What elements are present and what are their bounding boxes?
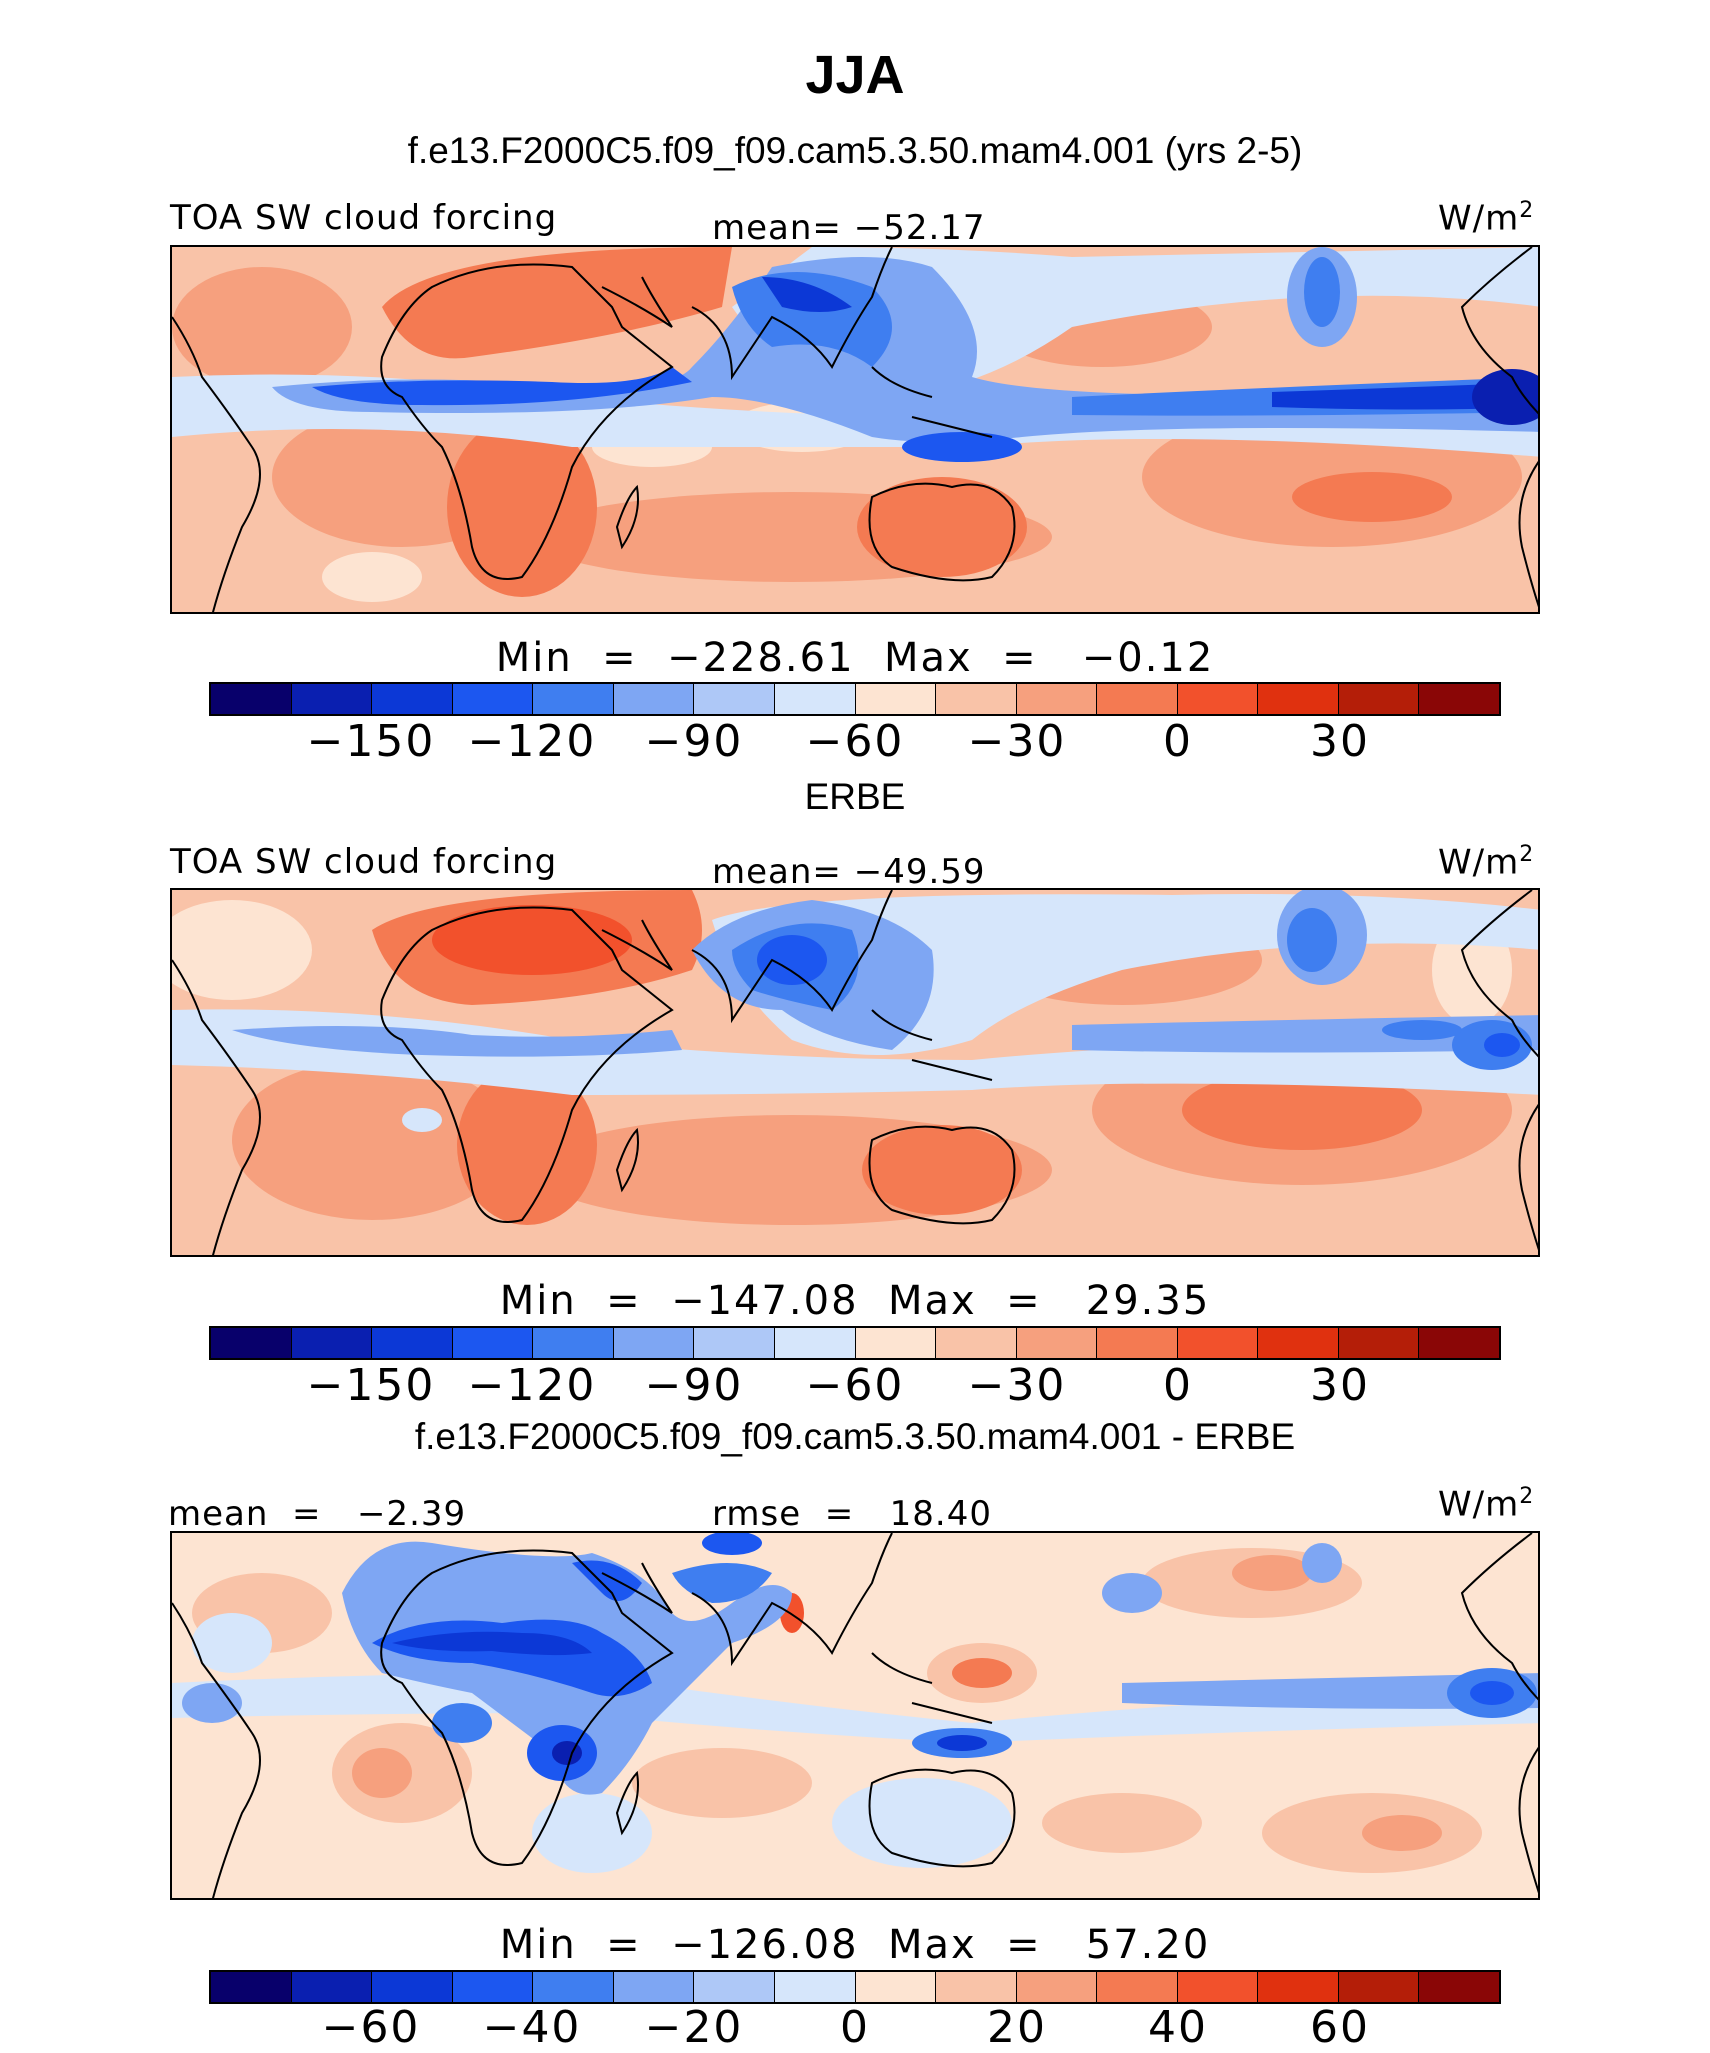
- tick-label: −60: [321, 2002, 421, 2053]
- tick-label: −120: [467, 1360, 597, 1411]
- colorbar-swatch: [774, 684, 856, 714]
- tick-label: 40: [1148, 2002, 1208, 2053]
- panel-1-map: [170, 245, 1540, 614]
- panel-3-mean-label: mean = −2.39: [168, 1494, 467, 1534]
- colorbar-swatch: [694, 684, 775, 714]
- colorbar-swatch: [533, 1972, 614, 2002]
- colorbar-swatch: [1016, 1972, 1098, 2002]
- colorbar-swatch: [1419, 1328, 1499, 1358]
- panel-1-title: f.e13.F2000C5.f09_f09.cam5.3.50.mam4.001…: [407, 130, 1303, 171]
- colorbar-swatch: [1097, 684, 1178, 714]
- panel-3-map: [170, 1531, 1540, 1900]
- colorbar-swatch: [1097, 1972, 1178, 2002]
- colorbar-swatch: [1258, 1972, 1339, 2002]
- colorbar-swatch: [291, 684, 373, 714]
- colorbar-swatch: [211, 1328, 292, 1358]
- tick-label: 20: [987, 2002, 1047, 2053]
- tick-label: −90: [644, 716, 744, 767]
- colorbar-swatch: [855, 1972, 937, 2002]
- panel-2-variable-label: TOA SW cloud forcing: [170, 842, 558, 882]
- tick-label: −60: [805, 716, 905, 767]
- colorbar-swatch: [694, 1972, 775, 2002]
- colorbar-swatch: [1177, 684, 1259, 714]
- colorbar-swatch: [1016, 1328, 1098, 1358]
- colorbar-swatch: [1258, 1328, 1339, 1358]
- tick-label: −40: [482, 2002, 582, 2053]
- panel-3-units: W/m2: [1438, 1484, 1535, 1525]
- colorbar-swatch: [211, 1972, 292, 2002]
- tick-label: −20: [644, 2002, 744, 2053]
- colorbar-swatch: [1097, 1328, 1178, 1358]
- colorbar-swatch: [1016, 684, 1098, 714]
- panel-2-colorbar: [209, 1326, 1501, 1360]
- colorbar-swatch: [694, 1328, 775, 1358]
- colorbar-swatch: [613, 1328, 695, 1358]
- colorbar-swatch: [1338, 1328, 1420, 1358]
- colorbar-swatch: [211, 684, 292, 714]
- tick-label: 30: [1310, 1360, 1370, 1411]
- colorbar-swatch: [613, 1972, 695, 2002]
- figure-title: JJA: [805, 45, 905, 105]
- colorbar-swatch: [372, 684, 453, 714]
- panel-2-stats: Min = −147.08 Max = 29.35: [499, 1278, 1211, 1324]
- tick-label: 30: [1310, 716, 1370, 767]
- tick-label: 60: [1310, 2002, 1370, 2053]
- colorbar-swatch: [372, 1328, 453, 1358]
- panel-2-units: W/m2: [1438, 842, 1535, 883]
- colorbar-swatch: [855, 684, 937, 714]
- panel-3-stats: Min = −126.08 Max = 57.20: [499, 1922, 1211, 1968]
- tick-label: 0: [1163, 1360, 1193, 1411]
- panel-2-title: ERBE: [804, 776, 906, 817]
- tick-label: −150: [306, 1360, 436, 1411]
- panel-1-mean-label: mean= −52.17: [712, 208, 986, 248]
- colorbar-swatch: [533, 1328, 614, 1358]
- tick-label: −30: [967, 1360, 1067, 1411]
- colorbar-swatch: [855, 1328, 937, 1358]
- colorbar-swatch: [936, 1972, 1017, 2002]
- colorbar-swatch: [1338, 684, 1420, 714]
- panel-1-units: W/m2: [1438, 198, 1535, 239]
- colorbar-swatch: [613, 684, 695, 714]
- colorbar-swatch: [372, 1972, 453, 2002]
- colorbar-swatch: [936, 684, 1017, 714]
- tick-label: 0: [1163, 716, 1193, 767]
- panel-1-stats: Min = −228.61 Max = −0.12: [495, 635, 1215, 681]
- colorbar-swatch: [1419, 684, 1499, 714]
- panel-3-colorbar: [209, 1970, 1501, 2004]
- colorbar-swatch: [1177, 1328, 1259, 1358]
- colorbar-swatch: [1177, 1972, 1259, 2002]
- colorbar-swatch: [452, 1328, 534, 1358]
- colorbar-swatch: [1419, 1972, 1499, 2002]
- panel-2-mean-label: mean= −49.59: [712, 852, 986, 892]
- colorbar-swatch: [774, 1972, 856, 2002]
- tick-label: −30: [967, 716, 1067, 767]
- colorbar-swatch: [936, 1328, 1017, 1358]
- panel-3-title: f.e13.F2000C5.f09_f09.cam5.3.50.mam4.001…: [414, 1416, 1296, 1457]
- colorbar-swatch: [291, 1972, 373, 2002]
- panel-1-colorbar: [209, 682, 1501, 716]
- colorbar-swatch: [533, 684, 614, 714]
- tick-label: −150: [306, 716, 436, 767]
- tick-label: 0: [840, 2002, 870, 2053]
- panel-3-rmse-label: rmse = 18.40: [712, 1494, 992, 1534]
- panel-1-variable-label: TOA SW cloud forcing: [170, 198, 558, 238]
- colorbar-swatch: [1338, 1972, 1420, 2002]
- colorbar-swatch: [452, 684, 534, 714]
- colorbar-swatch: [452, 1972, 534, 2002]
- colorbar-swatch: [774, 1328, 856, 1358]
- tick-label: −90: [644, 1360, 744, 1411]
- colorbar-swatch: [291, 1328, 373, 1358]
- tick-label: −120: [467, 716, 597, 767]
- panel-2-map: [170, 888, 1540, 1257]
- colorbar-swatch: [1258, 684, 1339, 714]
- tick-label: −60: [805, 1360, 905, 1411]
